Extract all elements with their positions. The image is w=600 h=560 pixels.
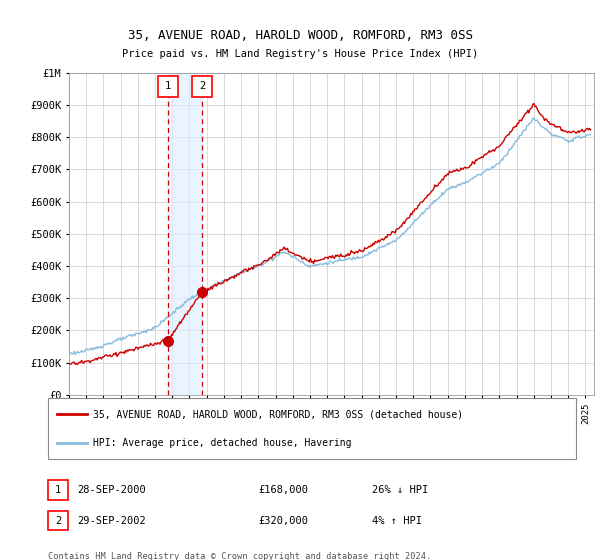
- Text: Price paid vs. HM Land Registry's House Price Index (HPI): Price paid vs. HM Land Registry's House …: [122, 49, 478, 59]
- Text: 4% ↑ HPI: 4% ↑ HPI: [372, 516, 422, 526]
- Text: 1: 1: [164, 81, 171, 91]
- Text: 35, AVENUE ROAD, HAROLD WOOD, ROMFORD, RM3 0SS: 35, AVENUE ROAD, HAROLD WOOD, ROMFORD, R…: [128, 29, 473, 42]
- Text: HPI: Average price, detached house, Havering: HPI: Average price, detached house, Have…: [93, 437, 352, 447]
- Text: 35, AVENUE ROAD, HAROLD WOOD, ROMFORD, RM3 0SS (detached house): 35, AVENUE ROAD, HAROLD WOOD, ROMFORD, R…: [93, 409, 463, 419]
- Text: £168,000: £168,000: [258, 485, 308, 495]
- Text: 28-SEP-2000: 28-SEP-2000: [77, 485, 146, 495]
- Text: 29-SEP-2002: 29-SEP-2002: [77, 516, 146, 526]
- Text: 2: 2: [199, 81, 205, 91]
- Text: 1: 1: [55, 485, 61, 495]
- Text: £320,000: £320,000: [258, 516, 308, 526]
- Bar: [168, 73, 202, 395]
- Text: Contains HM Land Registry data © Crown copyright and database right 2024.
This d: Contains HM Land Registry data © Crown c…: [48, 552, 431, 560]
- Text: 2: 2: [55, 516, 61, 526]
- Text: 26% ↓ HPI: 26% ↓ HPI: [372, 485, 428, 495]
